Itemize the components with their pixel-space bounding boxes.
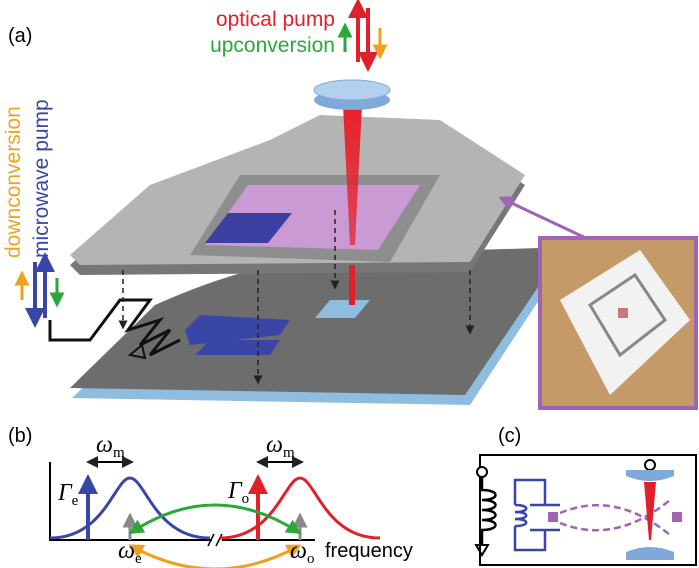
- membrane-end: [548, 512, 558, 522]
- membrane-end: [672, 512, 682, 522]
- panel-a: (a) optical pump upconversion downconver…: [2, 8, 696, 408]
- panel-label: (c): [498, 425, 521, 447]
- callout-arrow: [505, 200, 590, 240]
- panel-label: (b): [8, 425, 32, 447]
- conversion-arc: [135, 548, 295, 568]
- mirror: [626, 547, 674, 560]
- lens: [314, 80, 390, 100]
- gamma-e-label: Γe: [57, 480, 79, 509]
- gamma-o-label: Γo: [227, 478, 249, 507]
- omega-m-label: ωm: [96, 432, 125, 461]
- figure: (a) optical pump upconversion downconver…: [0, 0, 699, 568]
- chip-center: [618, 308, 628, 318]
- panel-label: (a): [8, 25, 32, 47]
- microwave-pump-label: microwave pump: [30, 99, 53, 258]
- optical-pump-label: optical pump: [216, 8, 335, 31]
- terminal: [645, 460, 655, 470]
- mirror: [626, 470, 674, 481]
- frequency-label: frequency: [325, 540, 413, 562]
- inductor: [482, 477, 496, 545]
- omega-m-label: ωm: [266, 432, 295, 461]
- ground: [476, 545, 488, 555]
- panel-c: (c): [476, 425, 696, 565]
- terminal: [477, 467, 487, 477]
- conversion-arc: [135, 505, 295, 530]
- coupling-inductor: [515, 505, 526, 526]
- laser-beam: [349, 265, 355, 305]
- omega-o-label: ωo: [290, 538, 314, 567]
- capacitor-pad: [195, 340, 280, 355]
- omega-e-label: ωe: [118, 538, 142, 567]
- panel-b: (b) ωm ωm Γe Γo ωe ωo frequency: [8, 425, 413, 568]
- upconversion-label: upconversion: [210, 34, 335, 57]
- downconversion-label: downconversion: [2, 106, 25, 258]
